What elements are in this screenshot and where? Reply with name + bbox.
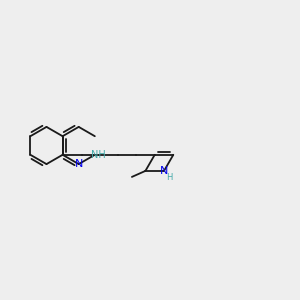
Text: NH: NH [91,150,106,160]
Text: N: N [74,159,83,169]
Text: H: H [166,173,172,182]
Text: N: N [160,166,168,176]
